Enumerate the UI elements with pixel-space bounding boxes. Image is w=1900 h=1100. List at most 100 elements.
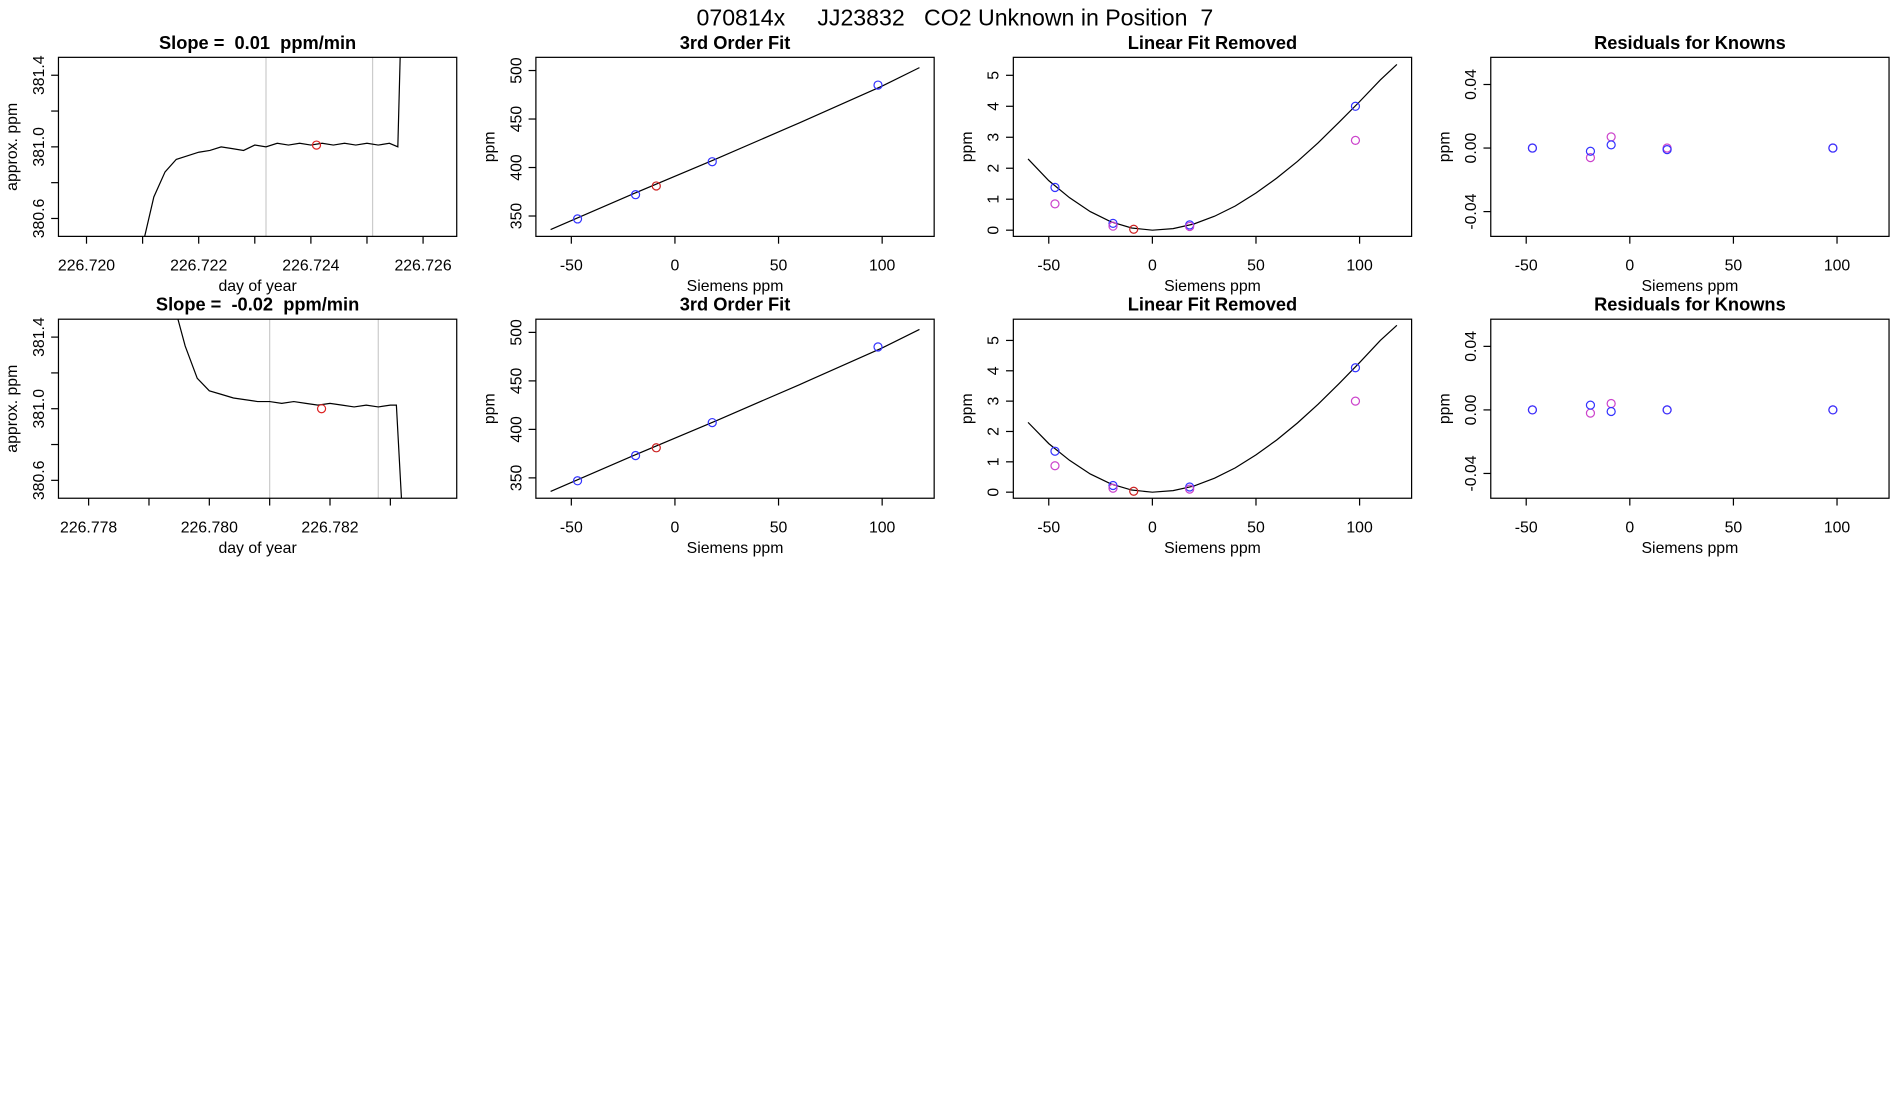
x-tick-label: 226.778 [60,519,117,536]
y-tick-label: 4 [986,102,1003,111]
plot-area [550,328,920,493]
y-tick-label: 5 [986,71,1003,80]
data-point [707,417,717,428]
data-point [873,342,883,352]
data-point [1828,405,1838,415]
panel-title: Residuals for Knowns [1594,32,1786,53]
plot-area [144,57,401,237]
panel-title: Slope = 0.01 ppm/min [159,32,356,53]
y-tick-label: -0.04 [1463,455,1480,491]
data-point [572,214,583,224]
data-point [1185,221,1195,232]
data-point [1185,484,1195,494]
y-tick-label: 500 [508,319,525,346]
plot-area [1027,64,1398,234]
data-line [1027,64,1398,231]
plot-frame [1012,318,1413,499]
x-tick-label: 226.720 [58,257,115,274]
panel-title: Linear Fit Removed [1128,32,1297,53]
x-tick-label: 226.722 [170,257,227,274]
data-point [1350,363,1361,373]
x-tick-label: -50 [1037,257,1060,274]
y-tick-label: 450 [508,367,525,394]
data-point [1527,143,1538,153]
data-point [1828,143,1838,153]
x-tick-label: 0 [1148,519,1157,536]
data-point [1350,101,1361,111]
x-tick-label: 100 [1824,257,1851,274]
y-tick-label: 4 [986,366,1003,375]
y-tick-label: 1 [986,195,1003,204]
y-tick-label: 0 [986,226,1003,235]
data-point [1108,221,1118,231]
y-tick-label: 0.00 [1463,132,1480,163]
data-point [1108,483,1118,493]
x-tick-label: 50 [1247,257,1265,274]
y-tick-label: 380.6 [31,460,48,500]
plot-frame [1490,318,1890,499]
data-point [1662,145,1672,155]
plot-area [1527,132,1838,163]
x-tick-label: 226.780 [181,519,238,536]
x-axis-label: Siemens ppm [687,278,784,295]
plot-area [1527,398,1838,418]
data-point [1606,406,1616,417]
data-point [1662,405,1672,415]
y-tick-label: 350 [508,464,525,491]
y-axis-label: approx. ppm [4,365,21,453]
x-tick-label: 0 [671,257,680,274]
y-tick-label: 0 [986,488,1003,497]
y-tick-label: 350 [508,203,525,230]
data-point [1050,182,1060,193]
plot-area [1027,324,1398,496]
x-tick-label: 0 [1148,257,1157,274]
y-tick-label: 5 [986,336,1003,345]
data-point [630,450,641,461]
data-point [1108,480,1118,491]
data-point [1606,398,1616,409]
y-tick-label: 0.00 [1463,394,1480,425]
data-point [1350,135,1361,145]
data-point [1129,486,1139,496]
x-tick-label: 0 [671,519,680,536]
data-line [550,67,920,231]
x-axis-label: Siemens ppm [1642,278,1739,295]
panel-title: Residuals for Knowns [1594,294,1786,315]
plot-frame [535,318,935,499]
data-point [1050,461,1060,471]
data-point [707,157,717,167]
data-point [1527,405,1538,415]
y-tick-label: -0.04 [1463,193,1480,229]
y-tick-label: 500 [508,57,525,84]
data-point [630,190,641,200]
x-tick-label: 0 [1625,519,1634,536]
data-point [651,181,661,191]
y-axis-label: ppm [481,131,498,162]
data-point [311,140,322,150]
data-point [1606,140,1616,150]
plot-frame [1490,56,1890,237]
figure-title: 070814x JJ23832 CO2 Unknown in Position … [696,5,1213,31]
y-axis-label: ppm [959,131,976,162]
y-tick-label: 381.0 [31,389,48,429]
x-tick-label: 100 [1346,519,1373,536]
y-axis-label: ppm [1436,131,1453,162]
y-axis-label: ppm [481,393,498,424]
y-tick-label: 0.04 [1463,69,1480,100]
plot-area [177,319,403,499]
y-tick-label: 2 [986,164,1003,173]
panel-title: 3rd Order Fit [680,32,791,53]
panel-title: Linear Fit Removed [1128,294,1297,315]
y-tick-label: 1 [986,457,1003,466]
x-axis-label: Siemens ppm [1642,540,1739,557]
x-tick-label: -50 [1515,257,1538,274]
y-axis-label: ppm [1436,393,1453,424]
y-tick-label: 380.6 [31,198,48,238]
data-line [144,57,401,237]
panel-title: 3rd Order Fit [680,294,791,315]
data-point [1350,396,1361,406]
y-tick-label: 381.4 [31,317,48,357]
x-tick-label: 226.782 [301,519,358,536]
x-axis-label: Siemens ppm [687,540,784,557]
